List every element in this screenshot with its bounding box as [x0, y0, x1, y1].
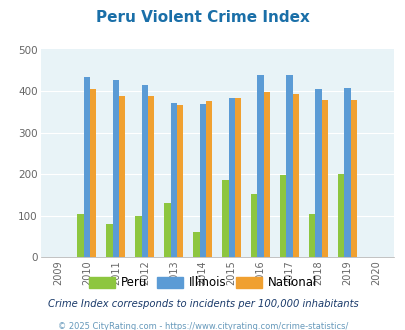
Bar — [315, 89, 321, 257]
Bar — [343, 88, 350, 257]
Text: © 2025 CityRating.com - https://www.cityrating.com/crime-statistics/: © 2025 CityRating.com - https://www.city… — [58, 322, 347, 330]
Bar — [279, 176, 286, 257]
Bar — [177, 105, 183, 257]
Bar — [257, 75, 263, 257]
Bar — [113, 80, 119, 257]
Bar — [164, 203, 170, 257]
Bar — [106, 224, 113, 257]
Bar — [263, 92, 270, 257]
Bar — [90, 88, 96, 257]
Text: Peru Violent Crime Index: Peru Violent Crime Index — [96, 10, 309, 25]
Bar — [83, 77, 90, 257]
Bar — [321, 100, 327, 257]
Bar — [119, 96, 125, 257]
Bar — [77, 214, 83, 257]
Bar — [228, 98, 234, 257]
Legend: Peru, Illinois, National: Peru, Illinois, National — [84, 272, 321, 294]
Bar — [170, 103, 177, 257]
Bar — [250, 194, 257, 257]
Bar — [135, 216, 141, 257]
Bar — [205, 102, 212, 257]
Bar — [350, 100, 356, 257]
Bar — [148, 96, 154, 257]
Bar — [292, 94, 298, 257]
Bar — [141, 85, 148, 257]
Bar — [199, 104, 205, 257]
Bar — [286, 75, 292, 257]
Bar — [234, 98, 241, 257]
Bar — [308, 214, 315, 257]
Bar — [222, 181, 228, 257]
Bar — [337, 174, 343, 257]
Bar — [193, 232, 199, 257]
Text: Crime Index corresponds to incidents per 100,000 inhabitants: Crime Index corresponds to incidents per… — [47, 299, 358, 309]
